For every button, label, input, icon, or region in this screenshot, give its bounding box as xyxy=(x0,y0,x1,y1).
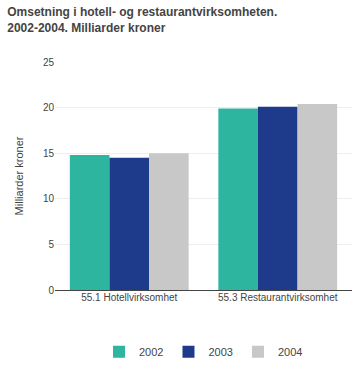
svg-text:5: 5 xyxy=(48,239,54,250)
svg-text:25: 25 xyxy=(43,57,55,68)
svg-text:15: 15 xyxy=(43,148,55,159)
svg-text:Milliarder kroner: Milliarder kroner xyxy=(13,136,25,215)
svg-text:2004: 2004 xyxy=(278,346,302,358)
svg-text:Omsetning i hotell- og restaur: Omsetning i hotell- og restaurantvirksom… xyxy=(7,5,277,35)
svg-text:0: 0 xyxy=(48,285,54,296)
svg-text:2002: 2002 xyxy=(139,346,163,358)
svg-text:55.3 Restaurantvirksomhet: 55.3 Restaurantvirksomhet xyxy=(218,292,338,303)
svg-text:20: 20 xyxy=(43,102,55,113)
svg-text:2003: 2003 xyxy=(208,346,232,358)
svg-text:55.1 Hotellvirksomhet: 55.1 Hotellvirksomhet xyxy=(81,292,177,303)
svg-text:10: 10 xyxy=(43,193,55,204)
